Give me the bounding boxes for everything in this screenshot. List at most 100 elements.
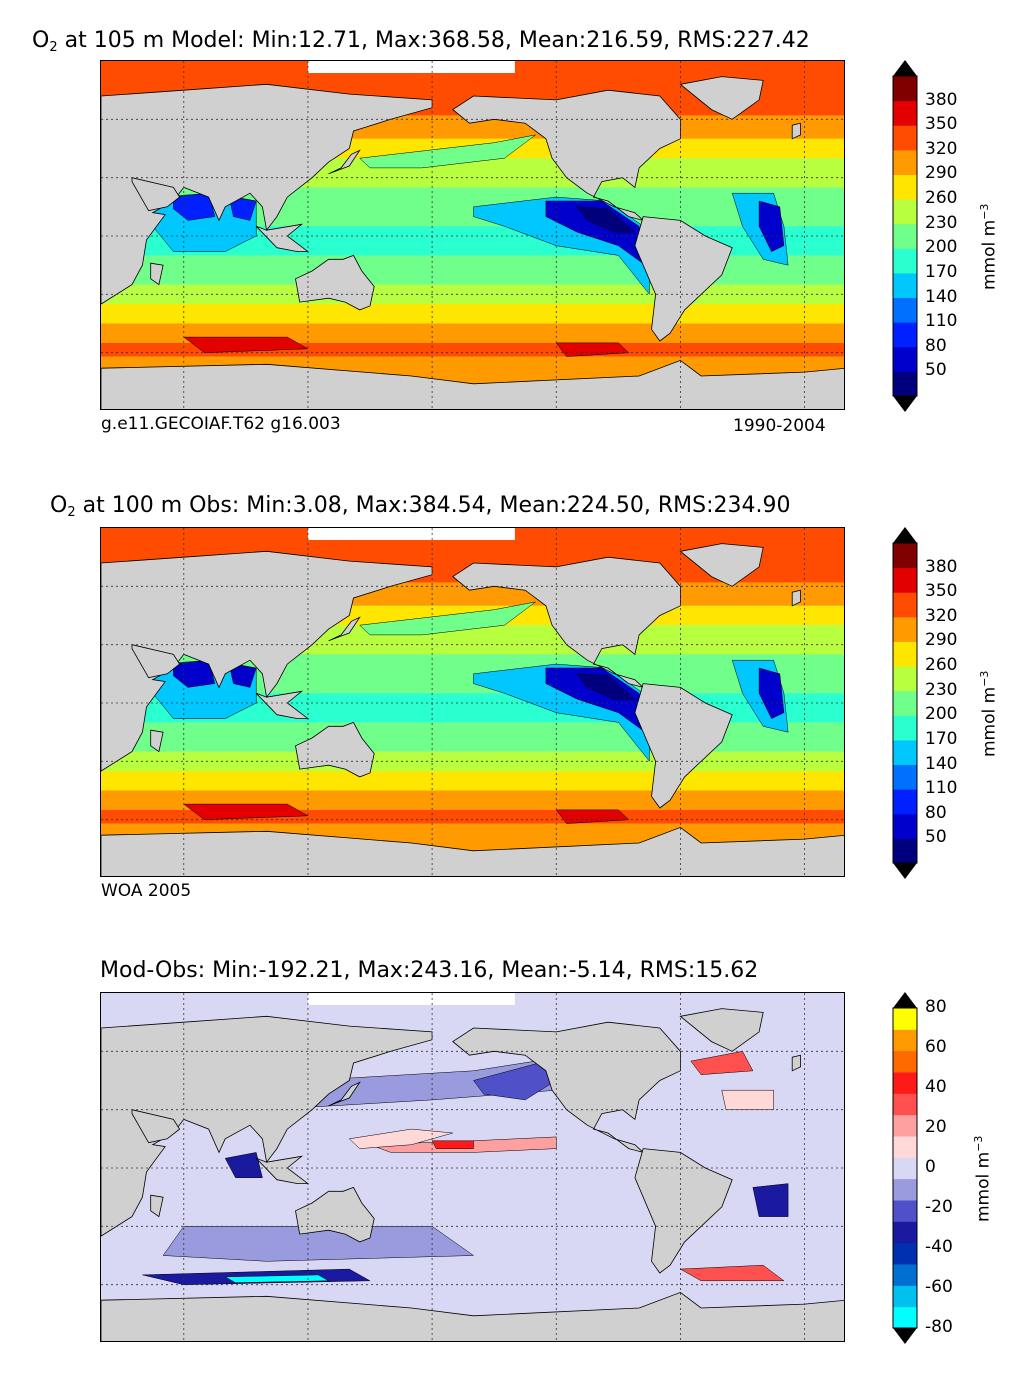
o2-band xyxy=(101,771,844,791)
colorbar-tick-label: -20 xyxy=(925,1197,953,1217)
colorbar-swatch xyxy=(893,223,917,249)
sea-ice xyxy=(307,61,515,73)
colorbar-swatch xyxy=(893,76,917,102)
sea-ice xyxy=(307,528,515,540)
diff-map-plot xyxy=(101,993,844,1341)
colorbar-swatch xyxy=(893,1093,917,1116)
o2-zone xyxy=(758,200,785,252)
model-colorbar-unit: mmol m−3 xyxy=(978,203,1000,290)
diff-zone xyxy=(473,1060,557,1101)
land-mass xyxy=(255,1155,310,1185)
obs-colorbar xyxy=(892,527,918,879)
colorbar-swatch xyxy=(893,641,917,667)
land-mass xyxy=(328,1081,361,1107)
diff-zone xyxy=(721,1089,774,1110)
colorbar-swatch xyxy=(893,272,917,299)
land-mass xyxy=(328,149,361,175)
diff-colorbar xyxy=(892,992,918,1344)
model-years-label: 1990-2004 xyxy=(733,416,826,436)
land-mass xyxy=(101,550,433,772)
o2-zone xyxy=(359,134,536,169)
land-mass xyxy=(131,644,181,679)
obs-map-plot xyxy=(101,528,844,876)
colorbar-tick-label: 170 xyxy=(925,261,958,282)
colorbar-swatch xyxy=(893,543,917,569)
colorbar-tick-label: 110 xyxy=(925,778,958,799)
colorbar-tick-label: 60 xyxy=(925,1037,947,1057)
diff-colorbar-unit: mmol m−3 xyxy=(972,1135,994,1222)
panel-obs-title: O2 at 100 m Obs: Min:3.08, Max:384.54, M… xyxy=(50,493,791,520)
diff-zone xyxy=(224,1152,263,1178)
o2-zone xyxy=(576,206,636,233)
model-map xyxy=(100,60,845,410)
land-mass xyxy=(131,177,181,212)
colorbar-swatch xyxy=(893,1306,917,1329)
colorbar-extend-bottom xyxy=(893,863,917,879)
colorbar-swatch xyxy=(893,1178,917,1201)
model-map-plot xyxy=(101,61,844,409)
colorbar-swatch xyxy=(893,1221,917,1244)
colorbar-frame xyxy=(892,75,918,397)
colorbar-swatch xyxy=(893,1050,917,1073)
colorbar-swatch xyxy=(893,1285,917,1308)
diff-zone xyxy=(752,1183,789,1217)
colorbar-tick-label: 20 xyxy=(925,1117,947,1137)
diff-zone xyxy=(431,1140,474,1149)
o2-band xyxy=(101,722,844,752)
model-colorbar xyxy=(892,60,918,412)
colorbar-swatch xyxy=(893,1264,917,1286)
o2-zone xyxy=(555,809,630,824)
o2-zone xyxy=(228,196,257,221)
colorbar-swatch xyxy=(893,690,917,716)
colorbar-extend-bottom xyxy=(893,396,917,412)
o2-zone xyxy=(359,601,536,636)
colorbar-tick-label: -40 xyxy=(925,1237,953,1257)
land-mass xyxy=(255,223,310,253)
colorbar-tick-label: 200 xyxy=(925,237,958,258)
colorbar-tick-label: 170 xyxy=(925,728,958,749)
land-mass xyxy=(101,1015,433,1237)
colorbar-frame xyxy=(892,1007,918,1329)
land-mass xyxy=(101,826,844,876)
colorbar-swatch xyxy=(893,125,917,151)
colorbar-swatch xyxy=(893,1242,917,1265)
o2-zone xyxy=(228,663,257,688)
land-mass xyxy=(679,543,764,587)
colorbar-tick-label: -80 xyxy=(925,1317,953,1337)
land-mass xyxy=(634,683,733,809)
diff-zone xyxy=(690,1051,754,1075)
land-mass xyxy=(679,76,764,120)
land-mass xyxy=(791,1054,801,1072)
colorbar-tick-label: 260 xyxy=(925,655,958,676)
land-mass xyxy=(101,1291,844,1341)
colorbar-tick-label: 80 xyxy=(925,997,947,1017)
diff-map xyxy=(100,992,845,1342)
colorbar-tick-label: 140 xyxy=(925,286,958,307)
colorbar-swatch xyxy=(893,248,917,274)
colorbar-swatch xyxy=(893,838,917,864)
land-mass xyxy=(295,1186,375,1243)
colorbar-tick-label: 350 xyxy=(925,581,958,602)
colorbar-tick-label: 230 xyxy=(925,212,958,233)
colorbar-swatch xyxy=(893,100,917,126)
colorbar-swatch xyxy=(893,297,917,323)
land-mass xyxy=(452,556,681,688)
colorbar-tick-label: 290 xyxy=(925,630,958,651)
colorbar-tick-label: 80 xyxy=(925,802,947,823)
land-mass xyxy=(452,89,681,221)
colorbar-tick-label: 140 xyxy=(925,753,958,774)
colorbar-tick-label: 380 xyxy=(925,556,958,577)
colorbar-tick-label: 290 xyxy=(925,163,958,184)
colorbar-swatch xyxy=(893,371,917,397)
colorbar-swatch xyxy=(893,149,917,175)
sea-ice xyxy=(307,993,515,1005)
land-mass xyxy=(634,216,733,342)
colorbar-extend-top xyxy=(893,60,917,76)
land-mass xyxy=(101,359,844,409)
diff-zone xyxy=(679,1264,785,1282)
land-mass xyxy=(150,262,164,286)
o2-zone xyxy=(183,336,309,353)
colorbar-swatch xyxy=(893,174,917,200)
land-mass xyxy=(295,721,375,778)
colorbar-swatch xyxy=(893,1200,917,1222)
